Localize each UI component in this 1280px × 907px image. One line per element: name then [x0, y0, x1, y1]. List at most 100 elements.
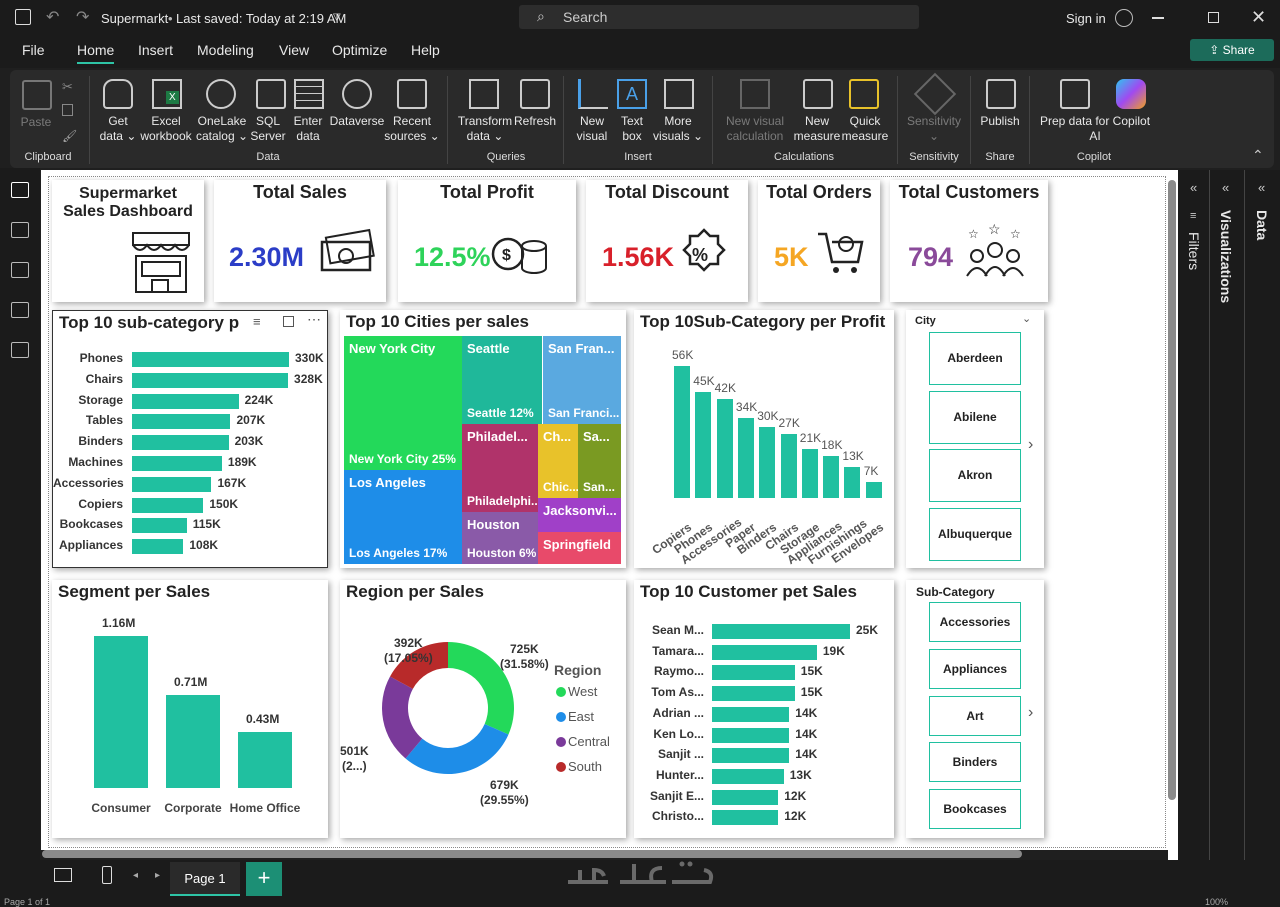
- treemap-tile[interactable]: Seattle Seattle 12%: [462, 336, 542, 424]
- chevron-down-icon[interactable]: ⌄: [1022, 313, 1032, 325]
- menu-view[interactable]: View: [279, 42, 310, 58]
- bar[interactable]: [712, 810, 779, 826]
- share-button[interactable]: ⇪ Share: [1190, 39, 1274, 61]
- bar[interactable]: [166, 694, 220, 788]
- bar[interactable]: [132, 414, 231, 430]
- more-visuals-button[interactable]: More visuals ⌄: [652, 114, 704, 143]
- treemap-tile[interactable]: Ch... Chic...: [538, 424, 578, 498]
- slicer-item[interactable]: Akron: [929, 449, 1021, 502]
- bar[interactable]: [712, 686, 795, 702]
- bar[interactable]: [737, 417, 754, 498]
- data-pane-tab[interactable]: Data: [1254, 210, 1270, 241]
- bar[interactable]: [780, 434, 797, 498]
- horizontal-scrollbar[interactable]: [42, 850, 1022, 858]
- donut-slice[interactable]: [405, 724, 509, 774]
- bar[interactable]: [132, 539, 184, 555]
- menu-modeling[interactable]: Modeling: [197, 42, 254, 58]
- visualizations-pane-tab[interactable]: Visualizations: [1218, 210, 1234, 304]
- slicer-item[interactable]: Albuquerque: [929, 507, 1021, 561]
- tmdl-view-icon[interactable]: [11, 342, 29, 358]
- collapse-visualizations-icon[interactable]: «: [1222, 180, 1230, 195]
- cut-icon[interactable]: ✂: [62, 79, 73, 94]
- mobile-layout-icon[interactable]: [102, 866, 112, 884]
- region-sales-donut[interactable]: Region per Sales Region West East Central S…: [340, 580, 626, 838]
- treemap-tile[interactable]: New York City New York City 25%: [344, 336, 462, 470]
- bar[interactable]: [844, 467, 861, 498]
- minimize-icon[interactable]: [1152, 17, 1164, 19]
- report-view-icon[interactable]: [11, 182, 29, 198]
- donut-slice[interactable]: [382, 676, 423, 759]
- bar[interactable]: [132, 352, 289, 367]
- page-tab[interactable]: Page 1: [170, 862, 240, 896]
- format-painter-icon[interactable]: 🖌: [62, 129, 78, 143]
- copilot-icon[interactable]: [1116, 79, 1146, 109]
- treemap-tile[interactable]: Springfield: [538, 532, 621, 564]
- undo-icon[interactable]: ↶: [46, 9, 60, 26]
- redo-icon[interactable]: ↷: [76, 9, 90, 26]
- bar[interactable]: [238, 731, 292, 788]
- subcategory-slicer[interactable]: Sub-Category Accessories Appliances Art Bin…: [906, 580, 1044, 838]
- menu-optimize[interactable]: Optimize: [332, 42, 388, 58]
- donut-slice[interactable]: [390, 642, 448, 689]
- dataverse-button[interactable]: Dataverse: [329, 114, 385, 128]
- table-view-icon[interactable]: [11, 222, 29, 238]
- chevron-right-icon[interactable]: ›: [1028, 704, 1034, 721]
- bar[interactable]: [801, 448, 818, 498]
- bar[interactable]: [132, 518, 187, 534]
- prep-data-copilot-button[interactable]: Prep data for Copilot AI: [1039, 114, 1151, 143]
- save-icon[interactable]: [15, 9, 31, 25]
- treemap-tile[interactable]: San Fran... San Franci...: [543, 336, 621, 424]
- model-view-icon[interactable]: [11, 262, 29, 278]
- slicer-item[interactable]: Accessories: [929, 602, 1021, 642]
- treemap-tile[interactable]: Houston Houston 6%: [462, 512, 538, 564]
- bar[interactable]: [823, 455, 840, 498]
- avatar[interactable]: [1115, 9, 1133, 27]
- bar[interactable]: [712, 748, 790, 764]
- bar[interactable]: [716, 399, 733, 498]
- zoom-level[interactable]: 100%: [1205, 897, 1229, 907]
- publish-button[interactable]: Publish: [980, 114, 1020, 128]
- bar[interactable]: [759, 427, 776, 498]
- slicer-item[interactable]: Binders: [929, 742, 1021, 783]
- bar[interactable]: [94, 636, 148, 788]
- refresh-button[interactable]: Refresh: [513, 114, 557, 128]
- bar[interactable]: [132, 456, 222, 471]
- customer-sales-chart[interactable]: Top 10 Customer pet Sales Sean M... 25K Ta…: [634, 580, 894, 838]
- bar[interactable]: [712, 768, 784, 784]
- city-slicer[interactable]: City ⌄ Aberdeen Abilene Akron Albuquerque ›: [906, 310, 1044, 568]
- bar[interactable]: [712, 644, 817, 660]
- collapse-ribbon-icon[interactable]: ⌃: [1252, 147, 1264, 163]
- next-page-icon[interactable]: ▸: [155, 870, 161, 881]
- bar[interactable]: [674, 366, 690, 498]
- prev-page-icon[interactable]: ◂: [133, 870, 139, 881]
- segment-sales-chart[interactable]: Segment per Sales 1.16M Consumer 0.71M Corp…: [52, 580, 328, 838]
- sensitivity-button[interactable]: Sensitivity ⌄: [906, 114, 962, 143]
- bar[interactable]: [712, 706, 790, 722]
- bar[interactable]: [132, 497, 204, 513]
- subcategory-profit-chart[interactable]: Top 10Sub-Category per Profit 56K Copiers…: [634, 310, 894, 568]
- transform-data-button[interactable]: Transform data ⌄: [457, 114, 513, 143]
- maximize-icon[interactable]: [1208, 12, 1219, 23]
- bar[interactable]: [865, 481, 882, 498]
- collapse-filters-icon[interactable]: «: [1190, 180, 1198, 195]
- quick-measure-button[interactable]: Quick measure: [841, 114, 889, 143]
- bar[interactable]: [132, 435, 229, 451]
- onelake-catalog-button[interactable]: OneLake catalog ⌄: [195, 114, 249, 143]
- subcategory-sales-chart[interactable]: Top 10 sub-category p ≡ ⋯ Phones 330K Chai…: [52, 310, 328, 568]
- excel-workbook-button[interactable]: Excel workbook: [140, 114, 192, 143]
- bar[interactable]: [712, 665, 795, 681]
- bar[interactable]: [132, 393, 239, 409]
- filters-pane-tab[interactable]: Filters: [1186, 232, 1202, 271]
- search-input[interactable]: ⌕ Search: [519, 5, 919, 29]
- cities-treemap[interactable]: Top 10 Cities per sales New York City New…: [340, 310, 626, 568]
- donut-slice[interactable]: [448, 642, 514, 735]
- bar[interactable]: [712, 789, 779, 805]
- treemap-tile[interactable]: Los Angeles Los Angeles 17%: [344, 470, 462, 564]
- sign-in-link[interactable]: Sign in: [1066, 11, 1106, 26]
- sql-server-button[interactable]: SQL Server: [250, 114, 286, 143]
- desktop-layout-icon[interactable]: [54, 868, 72, 882]
- filter-icon[interactable]: ≡: [253, 314, 261, 329]
- text-box-button[interactable]: Text box: [620, 114, 643, 143]
- slicer-item[interactable]: Bookcases: [929, 789, 1021, 830]
- close-icon[interactable]: ✕: [1251, 7, 1267, 27]
